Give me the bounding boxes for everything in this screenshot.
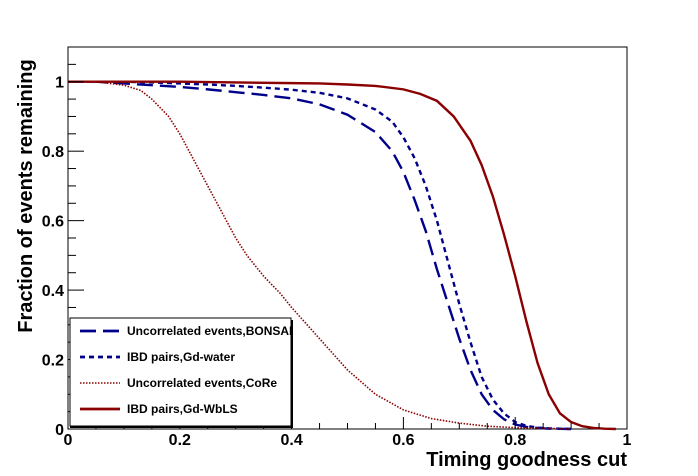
legend-label-gd-wbls: IBD pairs,Gd-WbLS (127, 402, 238, 416)
x-tick-label: 0.6 (392, 432, 414, 449)
series-line-3 (68, 80, 616, 431)
y-axis-title: Fraction of events remaining (15, 59, 37, 332)
x-axis-title: Timing goodness cut (426, 449, 627, 471)
series-line-2 (68, 80, 572, 430)
y-axis-ticks: 0 0.2 0.4 0.6 0.8 1 (42, 46, 84, 439)
y-tick-label: 0.6 (42, 214, 64, 231)
y-tick-label: 0.4 (42, 283, 64, 300)
legend: Uncorrelated events,BONSAI IBD pairs,Gd-… (69, 317, 293, 428)
series-line-0 (68, 80, 572, 431)
x-tick-label: 0 (64, 432, 73, 449)
y-tick-label: 0 (55, 422, 64, 439)
x-tick-label: 1 (623, 432, 632, 449)
legend-label-gd-water: IBD pairs,Gd-water (127, 350, 235, 364)
x-tick-label: 0.8 (504, 432, 526, 449)
y-tick-label: 0.8 (42, 144, 64, 161)
y-tick-label: 0.2 (42, 353, 64, 370)
x-tick-label: 0.2 (169, 432, 191, 449)
x-tick-label: 0.4 (280, 432, 302, 449)
series-line-1 (68, 80, 572, 431)
y-tick-label: 1 (55, 75, 64, 92)
legend-label-core: Uncorrelated events,CoRe (127, 376, 277, 390)
series-layer (68, 80, 616, 431)
legend-shadow-right (291, 320, 293, 428)
legend-shadow-bottom (70, 426, 291, 428)
legend-label-bonsai: Uncorrelated events,BONSAI (127, 324, 292, 338)
